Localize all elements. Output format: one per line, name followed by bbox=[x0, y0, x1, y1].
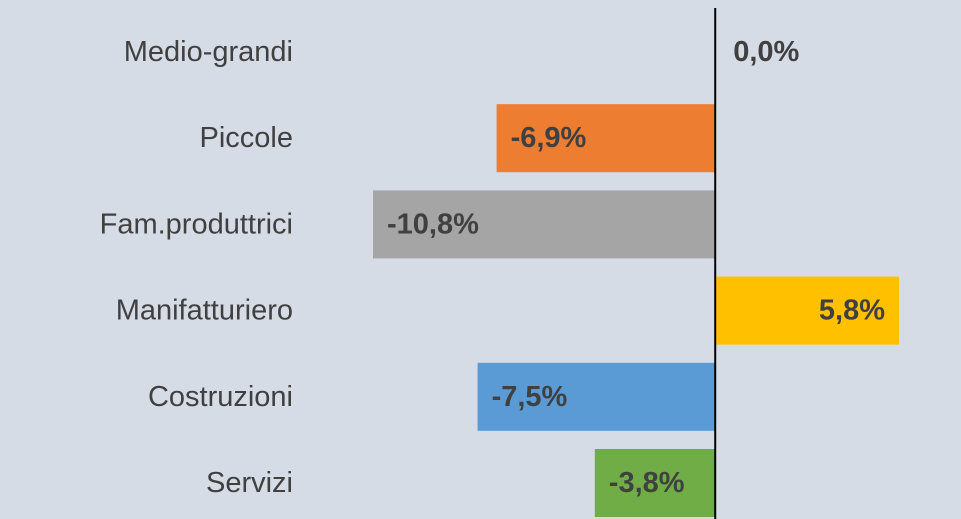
bar bbox=[496, 104, 716, 173]
category-label: Medio-grandi bbox=[124, 36, 293, 68]
value-label: -6,9% bbox=[511, 122, 587, 154]
value-label: -3,8% bbox=[609, 467, 685, 499]
category-label: Manifatturiero bbox=[116, 295, 293, 327]
value-label: -10,8% bbox=[387, 208, 479, 240]
bar bbox=[594, 449, 716, 517]
category-label: Piccole bbox=[200, 122, 294, 154]
bar bbox=[373, 190, 716, 259]
bar bbox=[477, 362, 716, 431]
value-label: 0,0% bbox=[733, 36, 799, 68]
category-label: Costruzioni bbox=[148, 381, 293, 413]
bar bbox=[715, 276, 899, 345]
value-label: -7,5% bbox=[492, 381, 568, 413]
category-label: Servizi bbox=[206, 467, 293, 499]
value-label: 5,8% bbox=[819, 295, 885, 327]
category-label: Fam.produttrici bbox=[100, 208, 293, 240]
